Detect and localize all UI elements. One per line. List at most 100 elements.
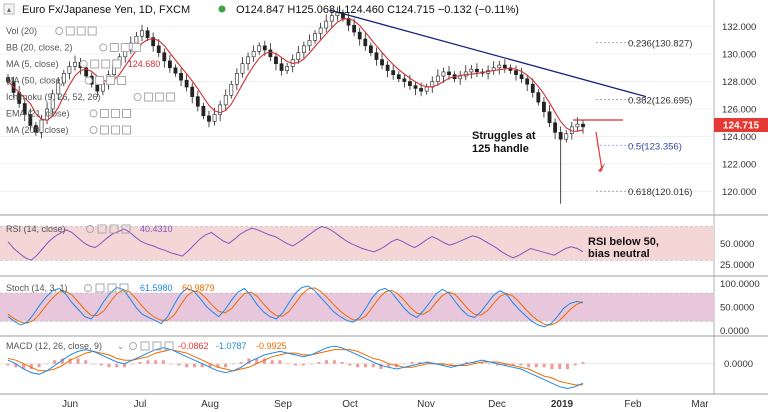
indicator-more-icon[interactable] <box>122 125 131 135</box>
macd-settings-icon[interactable] <box>140 341 150 351</box>
indicator-settings-icon[interactable] <box>90 59 100 69</box>
macd-hist-bar <box>294 363 297 366</box>
macd-close-icon[interactable] <box>152 341 162 351</box>
macd-title[interactable]: MACD (12, 26, close, 9) <box>6 341 102 351</box>
stoch-title[interactable]: Stoch (14, 3, 1) <box>6 283 68 293</box>
indicator-more-icon[interactable] <box>131 43 141 52</box>
down-arrow-shaft <box>595 131 603 171</box>
stoch-close-icon[interactable] <box>107 283 117 293</box>
indicator-close-icon[interactable] <box>111 109 120 118</box>
stoch-settings-icon[interactable] <box>95 283 105 293</box>
candle-body <box>368 45 373 53</box>
indicator-eye-icon[interactable] <box>99 43 108 52</box>
indicator-close-icon[interactable] <box>76 26 86 36</box>
indicator-settings-icon[interactable] <box>65 26 75 36</box>
candle-body <box>324 20 329 29</box>
indicator-eye-icon[interactable] <box>133 93 142 101</box>
collapse-arrow-icon: ▴ <box>7 5 11 14</box>
macd-hist-bar <box>410 361 414 364</box>
indicator-label[interactable]: MA (200, close) <box>6 125 69 135</box>
indicator-close-icon[interactable] <box>106 76 116 85</box>
macd-hist-bar <box>68 358 72 364</box>
macd-hist-bar <box>565 363 569 370</box>
indicator-eye-icon[interactable] <box>84 76 93 85</box>
indicator-settings-icon[interactable] <box>100 125 109 135</box>
indicator-eye-icon[interactable] <box>55 27 64 35</box>
macd-hist-bar <box>348 363 352 366</box>
stoch-settings-icons[interactable] <box>84 283 129 293</box>
indicator-label[interactable]: BB (20, close, 2) <box>6 43 73 53</box>
time-tick-label: Nov <box>417 399 435 410</box>
indicator-settings-icon[interactable] <box>144 92 154 102</box>
indicator-eye-icon[interactable] <box>89 109 98 118</box>
macd-hist-bar <box>255 358 259 364</box>
indicator-more-icon[interactable] <box>112 59 122 69</box>
indicator-more-icon[interactable] <box>117 76 127 85</box>
rsi-more-icon[interactable] <box>121 224 131 234</box>
indicator-close-icon[interactable] <box>120 43 130 52</box>
rsi-settings-icons[interactable] <box>86 224 131 234</box>
indicator-eye-icon[interactable] <box>89 126 98 134</box>
time-tick-label: Jun <box>62 399 78 410</box>
macd-hist-bar <box>379 363 383 370</box>
candle-body <box>581 123 585 128</box>
indicator-label[interactable]: Ichimoku (9, 26, 52, 26) <box>6 92 101 102</box>
candle-body <box>262 45 267 51</box>
indicator-label[interactable]: MA (50, close) <box>6 76 64 86</box>
candle-body <box>167 60 172 69</box>
indicator-more-icon[interactable] <box>166 92 176 102</box>
indicator-settings-icon[interactable] <box>100 109 109 118</box>
candle-body <box>441 71 446 77</box>
stoch-d-line <box>7 287 584 326</box>
candle-body <box>73 62 77 67</box>
stoch-eye-icon[interactable] <box>84 284 92 292</box>
candle-body <box>179 72 183 81</box>
candle-body <box>558 132 563 140</box>
candle-body <box>22 103 27 115</box>
descending-trendline[interactable] <box>329 9 647 98</box>
candle-body <box>274 56 278 64</box>
time-tick-label: Mar <box>691 399 709 410</box>
indicator-close-icon[interactable] <box>155 92 165 102</box>
candle-body <box>61 72 66 84</box>
indicator-legend: Vol (20) BB (20, close, 2) MA (5, close) 12… <box>6 26 176 135</box>
candle-body <box>469 68 474 73</box>
rsi-eye-icon[interactable] <box>86 225 94 233</box>
time-axis[interactable]: Jun Jul Aug Sep Oct Nov Dec 2019 Feb Mar <box>62 399 709 410</box>
candle-body <box>536 92 541 103</box>
candle-body <box>380 59 384 66</box>
macd-collapse-icon[interactable]: ⌄ <box>117 341 125 351</box>
macd-hist-value: -0.0862 <box>178 341 209 351</box>
stoch-grid <box>0 292 714 322</box>
symbol-title[interactable]: Euro Fx/Japanese Yen, 1D, FXCM <box>22 4 190 16</box>
indicator-label[interactable]: EMA (21, close) <box>6 109 70 119</box>
candle-body <box>497 64 502 69</box>
candle-body <box>156 45 161 53</box>
indicator-close-icon[interactable] <box>111 125 120 135</box>
indicator-more-icon[interactable] <box>87 26 97 36</box>
macd-hist-bar <box>60 358 64 364</box>
stoch-more-icon[interactable] <box>119 283 129 293</box>
candle-body <box>525 78 530 85</box>
indicator-label[interactable]: Vol (20) <box>6 26 37 36</box>
macd-settings-icons[interactable]: ⌄ <box>117 341 174 351</box>
collapse-legend-icon[interactable] <box>3 3 15 15</box>
macd-more-icon[interactable] <box>164 341 174 351</box>
candle-body <box>408 81 412 86</box>
time-tick-label: Aug <box>201 399 219 410</box>
indicator-settings-icon[interactable] <box>95 76 105 85</box>
macd-hist-bar <box>216 363 220 368</box>
indicator-eye-icon[interactable] <box>79 60 88 68</box>
price-scale[interactable] <box>714 0 768 412</box>
indicator-close-icon[interactable] <box>101 59 111 69</box>
indicator-settings-icon[interactable] <box>109 43 119 52</box>
indicator-label[interactable]: MA (5, close) <box>6 59 59 69</box>
indicator-more-icon[interactable] <box>122 109 131 118</box>
rsi-settings-icon[interactable] <box>97 224 107 234</box>
rsi-title[interactable]: RSI (14, close) <box>6 224 66 234</box>
macd-eye-icon[interactable] <box>129 342 137 350</box>
candle-body <box>475 68 479 73</box>
candle-body <box>173 67 178 74</box>
rsi-close-icon[interactable] <box>109 224 119 234</box>
